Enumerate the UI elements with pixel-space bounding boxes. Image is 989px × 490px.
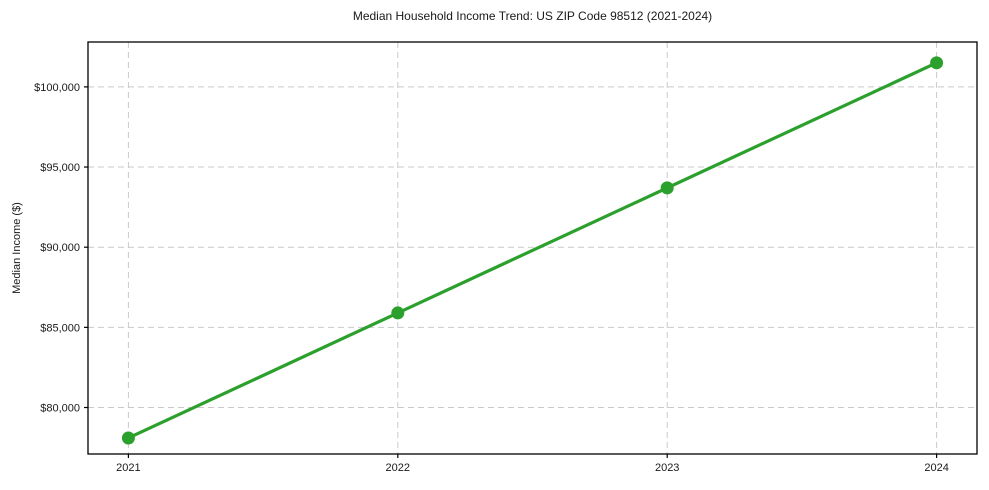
chart-title: Median Household Income Trend: US ZIP Co… (352, 9, 713, 23)
data-point-marker (391, 306, 405, 320)
y-tick-label: $100,000 (34, 82, 80, 94)
x-tick-label: 2021 (116, 462, 140, 474)
axes-border (87, 41, 978, 455)
data-point-marker (660, 181, 674, 195)
data-point-marker (121, 431, 135, 445)
x-tick-label: 2024 (924, 462, 948, 474)
y-tick-label: $90,000 (40, 242, 80, 254)
y-tick-label: $80,000 (40, 403, 80, 415)
trend-line (126, 61, 939, 440)
x-tick-label: 2023 (655, 462, 679, 474)
x-tick-label: 2022 (386, 462, 410, 474)
y-tick-label: $95,000 (40, 162, 80, 174)
data-point-marker (930, 56, 944, 70)
y-tick-label: $85,000 (40, 322, 80, 334)
